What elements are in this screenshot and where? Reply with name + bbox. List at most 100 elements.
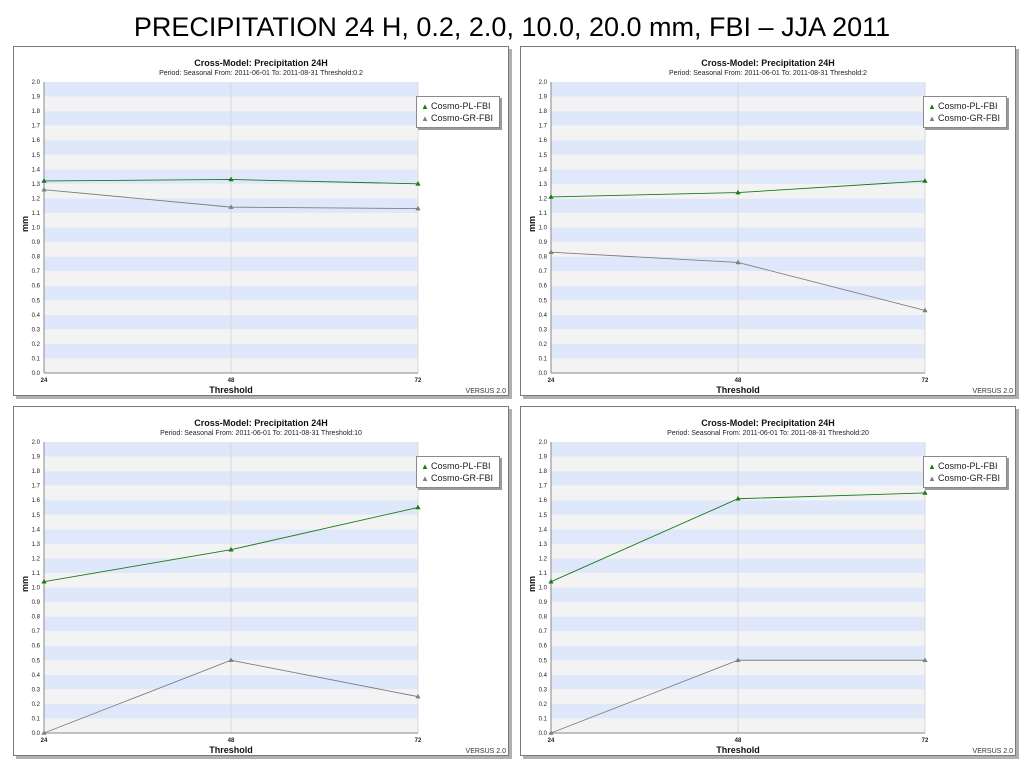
chart-plot-area: 0.0 0.1 0.2 0.3 0.4 0.5 0.6 0.7 0.8 0.9 1.0 1.1 1.2 1…: [32, 80, 422, 384]
chart-title: Cross-Model: Precipitation 24H: [194, 418, 328, 428]
y-tick-label: 1.3: [539, 542, 548, 548]
y-tick-label: 0.0: [32, 731, 41, 737]
y-tick-label: 1.4: [32, 527, 41, 533]
chart-plot-area: 0.0 0.1 0.2 0.3 0.4 0.5 0.6 0.7 0.8 0.9 1.0 1.1 1.2 1…: [539, 440, 929, 744]
y-tick-label: 1.4: [32, 167, 41, 173]
versus-footer: VERSUS 2.0: [972, 388, 1013, 395]
y-tick-label: 0.9: [539, 600, 548, 606]
chart-subtitle: Period: Seasonal From: 2011-06-01 To: 20…: [669, 70, 867, 77]
y-tick-label: 0.3: [32, 687, 41, 693]
y-tick-label: 1.4: [539, 167, 548, 173]
y-tick-label: 1.7: [539, 484, 548, 490]
y-tick-label: 1.4: [539, 527, 548, 533]
y-tick-label: 0.3: [32, 327, 41, 333]
chart-legend: ▲ Cosmo-PL-FBI ▲ Cosmo-GR-FBI: [416, 96, 500, 128]
y-tick-label: 0.5: [539, 298, 548, 304]
chart-subtitle: Period: Seasonal From: 2011-06-01 To: 20…: [160, 430, 362, 437]
x-axis-label: Threshold: [716, 385, 760, 395]
y-tick-label: 0.0: [32, 371, 41, 377]
triangle-marker-icon: ▲: [928, 102, 936, 111]
triangle-marker-icon: ▲: [421, 102, 429, 111]
x-tick-label: 24: [41, 378, 48, 384]
y-tick-label: 1.7: [32, 484, 41, 490]
y-tick-label: 1.5: [32, 153, 41, 159]
legend-label: Cosmo-GR-FBI: [938, 113, 1001, 123]
y-tick-label: 0.4: [539, 313, 548, 319]
data-point-cosmo-gr: [922, 657, 928, 663]
y-tick-label: 1.9: [539, 455, 548, 461]
y-tick-label: 0.4: [539, 673, 548, 679]
y-tick-label: 1.7: [539, 124, 548, 130]
y-tick-label: 1.6: [32, 498, 41, 504]
y-tick-label: 1.6: [539, 498, 548, 504]
y-tick-label: 0.9: [32, 600, 41, 606]
chart-title: Cross-Model: Precipitation 24H: [701, 58, 835, 68]
legend-item-pl: ▲ Cosmo-PL-FBI: [928, 460, 998, 472]
chart-title: Cross-Model: Precipitation 24H: [194, 58, 328, 68]
y-tick-label: 0.1: [539, 716, 548, 722]
data-point-cosmo-gr: [735, 657, 741, 663]
y-tick-label: 0.9: [32, 240, 41, 246]
y-tick-label: 1.1: [32, 571, 41, 577]
x-tick-label: 48: [735, 378, 742, 384]
y-tick-label: 1.3: [32, 182, 41, 188]
slide-title: PRECIPITATION 24 H, 0.2, 2.0, 10.0, 20.0…: [133, 12, 891, 42]
legend-item-pl: ▲ Cosmo-PL-FBI: [928, 100, 998, 112]
versus-footer: VERSUS 2.0: [465, 748, 506, 755]
y-tick-label: 0.6: [539, 284, 548, 290]
y-tick-label: 0.5: [32, 298, 41, 304]
y-tick-label: 1.9: [32, 455, 41, 461]
legend-label: Cosmo-GR-FBI: [431, 113, 494, 123]
legend-label: Cosmo-PL-FBI: [431, 101, 491, 111]
y-tick-label: 2.0: [32, 80, 41, 86]
legend-item-gr: ▲ Cosmo-GR-FBI: [928, 472, 1000, 484]
y-tick-label: 1.5: [539, 513, 548, 519]
y-tick-label: 0.9: [539, 240, 548, 246]
x-tick-label: 24: [548, 378, 555, 384]
triangle-marker-icon: ▲: [928, 114, 936, 123]
y-tick-label: 1.1: [32, 211, 41, 217]
data-point-cosmo-pl: [41, 578, 47, 584]
x-tick-label: 24: [41, 738, 48, 744]
y-tick-label: 2.0: [539, 440, 548, 446]
x-axis-label: Threshold: [716, 745, 760, 755]
y-tick-label: 1.0: [32, 226, 41, 232]
y-tick-label: 1.2: [32, 556, 41, 562]
y-tick-label: 0.1: [32, 716, 41, 722]
y-tick-label: 1.8: [32, 109, 41, 115]
y-tick-label: 1.8: [539, 469, 548, 475]
y-axis-label: mm: [20, 576, 30, 593]
legend-label: Cosmo-PL-FBI: [938, 461, 998, 471]
data-point-cosmo-gr: [41, 730, 47, 735]
chart-subtitle: Period: Seasonal From: 2011-06-01 To: 20…: [667, 430, 869, 437]
y-tick-label: 1.9: [539, 95, 548, 101]
data-point-cosmo-pl: [415, 504, 421, 510]
legend-label: Cosmo-GR-FBI: [938, 473, 1001, 483]
x-tick-label: 48: [228, 378, 235, 384]
data-point-cosmo-pl: [922, 490, 928, 495]
data-point-cosmo-pl: [228, 176, 234, 182]
y-tick-label: 0.0: [539, 731, 548, 737]
data-point-cosmo-pl: [548, 194, 554, 199]
legend-label: Cosmo-GR-FBI: [431, 473, 494, 483]
y-tick-label: 0.7: [32, 629, 41, 635]
legend-item-gr: ▲ Cosmo-GR-FBI: [928, 112, 1000, 124]
legend-item-gr: ▲ Cosmo-GR-FBI: [421, 112, 493, 124]
y-tick-label: 0.7: [539, 629, 548, 635]
versus-footer: VERSUS 2.0: [465, 388, 506, 395]
y-tick-label: 0.8: [32, 255, 41, 261]
triangle-marker-icon: ▲: [928, 462, 936, 471]
chart-legend: ▲ Cosmo-PL-FBI ▲ Cosmo-GR-FBI: [416, 456, 500, 488]
y-tick-label: 1.1: [539, 211, 548, 217]
chart-plot-area: 0.0 0.1 0.2 0.3 0.4 0.5 0.6 0.7 0.8 0.9 1.0 1.1 1.2 1…: [539, 80, 929, 384]
data-point-cosmo-gr: [415, 205, 421, 211]
legend-label: Cosmo-PL-FBI: [431, 461, 491, 471]
chart-panel-threshold-10: 0.0 0.1 0.2 0.3 0.4 0.5 0.6 0.7 0.8 0.9 1.0 1.1 1.2 1…: [13, 406, 509, 756]
y-tick-label: 1.0: [539, 226, 548, 232]
data-point-cosmo-pl: [548, 578, 554, 584]
y-tick-label: 1.3: [32, 542, 41, 548]
chart-legend: ▲ Cosmo-PL-FBI ▲ Cosmo-GR-FBI: [923, 456, 1007, 488]
data-point-cosmo-gr: [228, 204, 234, 209]
y-tick-label: 1.2: [539, 196, 548, 202]
chart-panel-threshold-20: 0.0 0.1 0.2 0.3 0.4 0.5 0.6 0.7 0.8 0.9 1.0 1.1 1.2 1…: [520, 406, 1016, 756]
